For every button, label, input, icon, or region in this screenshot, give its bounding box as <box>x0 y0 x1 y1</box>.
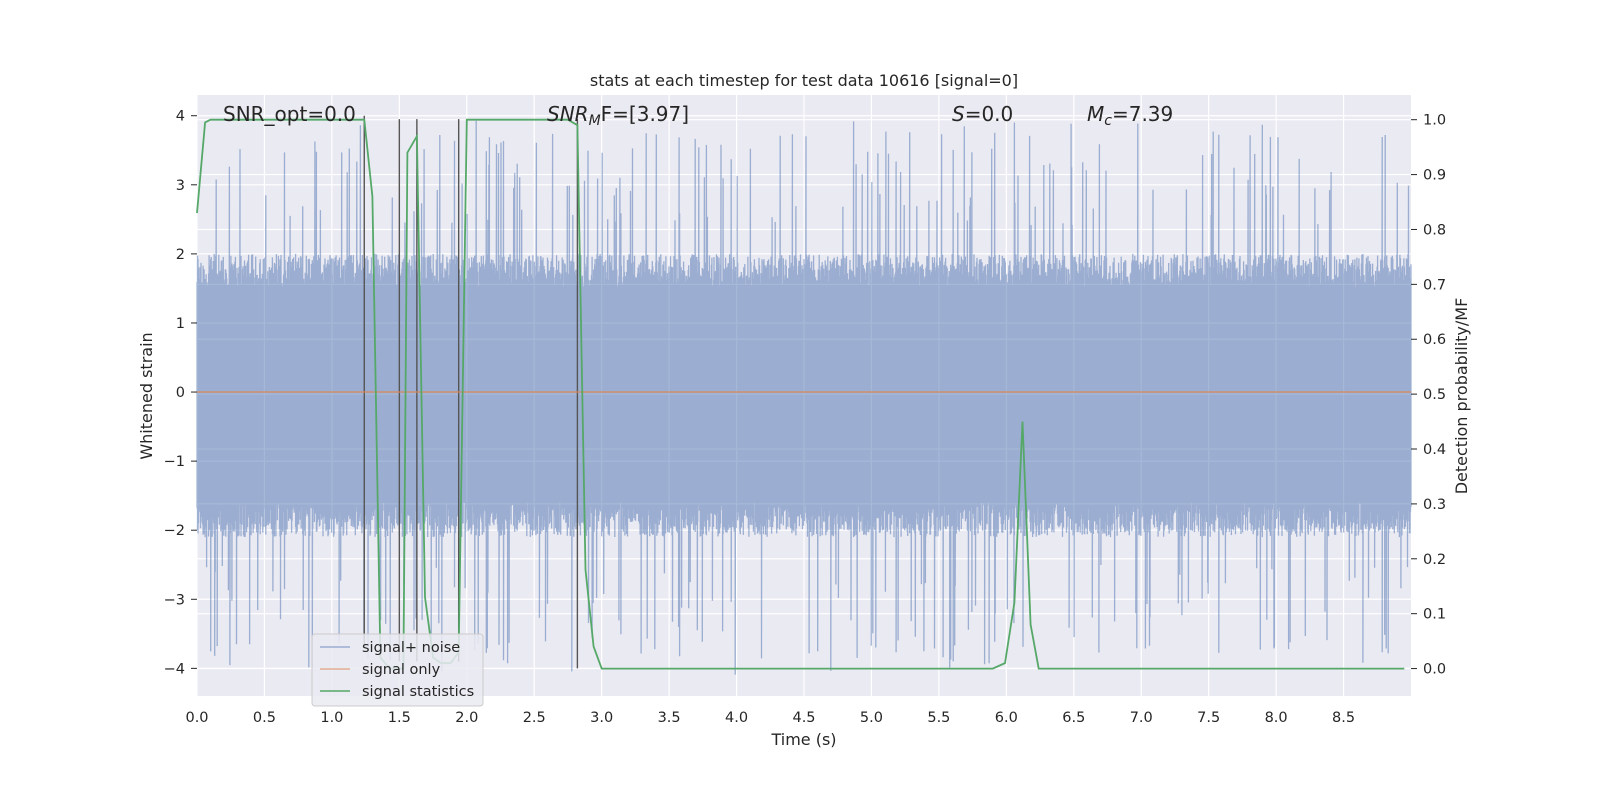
x-tick-label: 5.0 <box>860 710 883 726</box>
annotation-snr-opt: SNR_opt=0.0 <box>223 102 356 126</box>
annotation-snr-mf: SNRMF=[3.97] <box>547 102 689 129</box>
x-tick-label: 0.0 <box>185 710 208 726</box>
y-right-tick-label: 1.0 <box>1423 113 1446 129</box>
legend-label-stats: signal statistics <box>362 684 474 700</box>
y-right-tick-label: 0.8 <box>1423 222 1446 238</box>
legend: signal+ noise signal only signal statist… <box>311 633 484 707</box>
x-tick-label: 6.0 <box>995 710 1018 726</box>
annotation-s: S=0.0 <box>952 102 1013 126</box>
annotation-snr-mf-rest: F=[3.97] <box>601 102 689 126</box>
x-tick-label: 4.0 <box>725 710 748 726</box>
annotation-s-rest: =0.0 <box>965 102 1014 126</box>
annotation-snr-mf-sub: M <box>589 113 601 129</box>
y-right-tick-label: 0.2 <box>1423 552 1446 568</box>
y-right-tick-label: 0.4 <box>1423 442 1446 458</box>
y-left-tick-label: 0 <box>176 385 185 401</box>
x-tick-label: 7.0 <box>1130 710 1153 726</box>
x-tick-label: 8.5 <box>1332 710 1355 726</box>
legend-box <box>311 633 484 707</box>
x-tick-label: 1.5 <box>388 710 411 726</box>
annotation-mc-sub: c <box>1104 113 1112 129</box>
y-left-tick-label: −4 <box>164 661 185 677</box>
y-right-tick-label: 0.0 <box>1423 662 1446 678</box>
x-tick-label: 3.0 <box>590 710 613 726</box>
annotation-mc-base: M <box>1087 102 1104 126</box>
y-right-tick-label: 0.3 <box>1423 497 1446 513</box>
legend-label-noise: signal+ noise <box>362 640 460 656</box>
y-left-tick-label: 4 <box>176 109 185 125</box>
x-axis-ticks: 0.0 0.5 1.0 1.5 2.0 2.5 3.0 3.5 4.0 4.5 5.0 5.5 6.0 6… <box>185 710 1355 726</box>
x-tick-label: 8.0 <box>1265 710 1288 726</box>
y-right-tick-label: 0.6 <box>1423 332 1446 348</box>
y-left-axis-ticks: 4 3 2 1 0 −1 −2 −3 −4 <box>164 109 197 677</box>
y-right-tick-label: 0.7 <box>1423 277 1446 293</box>
y-left-tick-label: 2 <box>176 247 185 263</box>
x-tick-label: 2.5 <box>523 710 546 726</box>
x-tick-label: 2.0 <box>455 710 478 726</box>
x-tick-label: 5.5 <box>927 710 950 726</box>
y-right-tick-label: 0.5 <box>1423 387 1446 403</box>
y-left-axis-label: Whitened strain <box>137 332 156 459</box>
signal-statistics-line <box>196 118 1405 670</box>
x-tick-label: 0.5 <box>253 710 276 726</box>
y-left-tick-label: −2 <box>164 523 185 539</box>
annotation-mc-rest: =7.39 <box>1112 102 1173 126</box>
y-left-tick-label: −1 <box>164 454 185 470</box>
mf-marker-lines <box>363 115 579 669</box>
y-right-axis-ticks: 1.0 0.9 0.8 0.7 0.6 0.5 0.4 0.3 0.2 0.1 0.0 <box>1411 113 1446 678</box>
annotation-mc: Mc=7.39 <box>1087 102 1173 129</box>
x-tick-label: 3.5 <box>658 710 681 726</box>
x-tick-label: 7.5 <box>1197 710 1220 726</box>
x-tick-label: 4.5 <box>792 710 815 726</box>
x-tick-label: 1.0 <box>320 710 343 726</box>
legend-label-signal: signal only <box>362 662 441 678</box>
y-left-tick-label: 1 <box>176 316 185 332</box>
y-left-tick-label: 3 <box>176 178 185 194</box>
y-right-tick-label: 0.9 <box>1423 168 1446 184</box>
y-right-axis-label: Detection probability/MF <box>1452 298 1471 495</box>
signal-statistics-series <box>196 118 1405 670</box>
annotation-snr-mf-base: SNR <box>547 102 589 126</box>
x-axis-label: Time (s) <box>770 730 836 749</box>
y-left-tick-label: −3 <box>164 592 185 608</box>
x-tick-label: 6.5 <box>1062 710 1085 726</box>
y-right-tick-label: 0.1 <box>1423 607 1446 623</box>
chart-title: stats at each timestep for test data 106… <box>590 71 1018 90</box>
annotation-s-var: S <box>952 102 965 126</box>
